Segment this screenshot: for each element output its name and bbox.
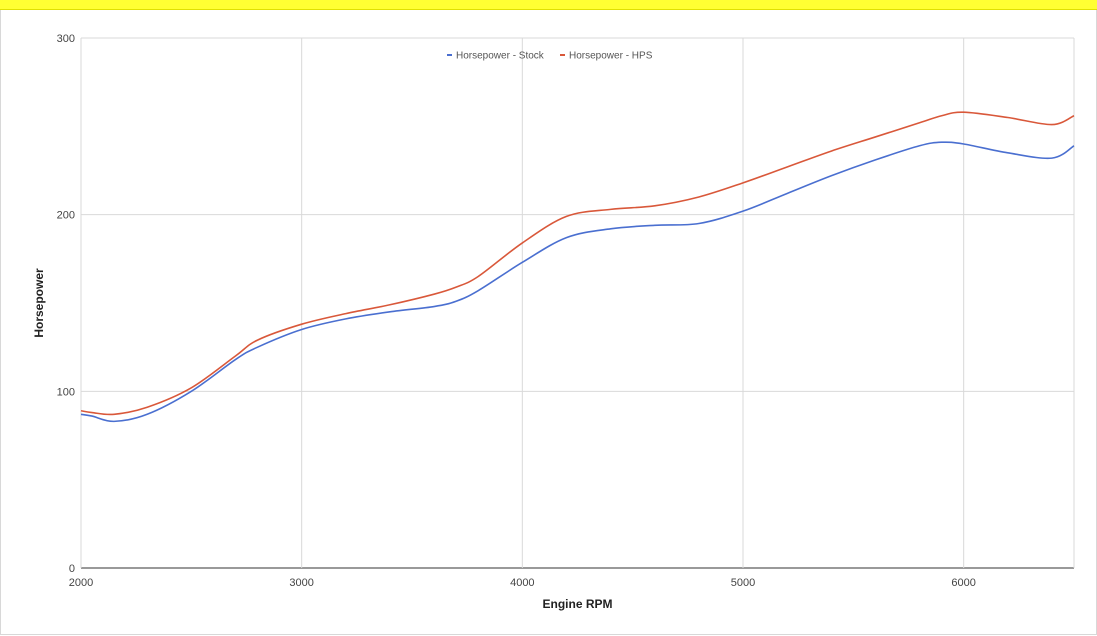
tick-layer: 0 100 200 300 2000 3000 4000 5000 6000	[57, 33, 976, 589]
legend-label: Horsepower - HPS	[569, 51, 653, 62]
y-tick-label: 0	[69, 563, 75, 575]
y-axis-title: Horsepower	[32, 268, 46, 338]
x-tick-label: 3000	[289, 577, 313, 589]
line-chart: 0 100 200 300 2000 3000 4000 5000 6000 Horsepowe…	[32, 33, 1075, 611]
x-axis-title: Engine RPM	[542, 597, 612, 611]
legend-label: Horsepower - Stock	[456, 51, 545, 62]
legend-item: Horsepower - Stock	[447, 51, 545, 62]
series-layer	[80, 111, 1075, 423]
chart-frame: 0 100 200 300 2000 3000 4000 5000 6000 Horsepowe…	[0, 10, 1097, 635]
legend: Horsepower - Stock Horsepower - HPS	[447, 51, 653, 62]
x-tick-label: 6000	[951, 577, 975, 589]
x-tick-label: 4000	[510, 577, 534, 589]
x-tick-label: 2000	[69, 577, 93, 589]
grid-layer	[80, 37, 1075, 569]
y-tick-label: 200	[57, 210, 75, 222]
x-tick-label: 5000	[731, 577, 755, 589]
series-line-hps	[80, 111, 1075, 416]
y-tick-label: 300	[57, 33, 75, 45]
series-line-stock	[80, 141, 1075, 423]
y-tick-label: 100	[57, 386, 75, 398]
top-banner	[0, 0, 1097, 10]
legend-item: Horsepower - HPS	[560, 51, 653, 62]
